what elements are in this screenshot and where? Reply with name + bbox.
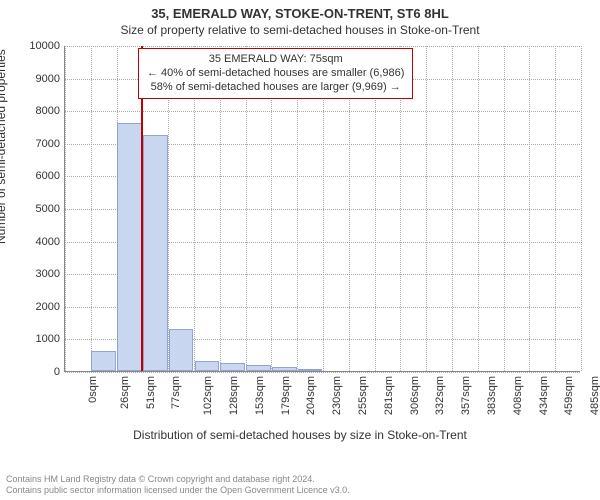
y-tick: 6000 (4, 170, 60, 182)
x-tick: 230sqm (331, 376, 343, 415)
gridline-v (581, 46, 582, 371)
gridline-v (504, 46, 505, 371)
gridline-v (426, 46, 427, 371)
reference-callout: 35 EMERALD WAY: 75sqm ← 40% of semi-deta… (138, 48, 413, 99)
chart-title: 35, EMERALD WAY, STOKE-ON-TRENT, ST6 8HL (0, 0, 600, 21)
chart-subtitle: Size of property relative to semi-detach… (0, 21, 600, 37)
histogram-bar (246, 365, 271, 371)
x-tick: 204sqm (306, 376, 318, 415)
histogram-bar (220, 363, 245, 371)
callout-line-1: 35 EMERALD WAY: 75sqm (147, 53, 404, 67)
footer-line-1: Contains HM Land Registry data © Crown c… (6, 474, 350, 485)
x-tick: 0sqm (87, 376, 99, 403)
y-tick: 9000 (4, 73, 60, 85)
histogram-bar (117, 123, 142, 371)
y-tick: 7000 (4, 138, 60, 150)
y-tick: 0 (4, 366, 60, 378)
x-tick: 306sqm (409, 376, 421, 415)
y-tick: 10000 (4, 40, 60, 52)
x-tick: 255sqm (357, 376, 369, 415)
histogram-bar (195, 361, 220, 371)
x-tick: 383sqm (486, 376, 498, 415)
gridline-v (452, 46, 453, 371)
x-tick: 357sqm (460, 376, 472, 415)
gridline-v (529, 46, 530, 371)
x-tick: 485sqm (589, 376, 600, 415)
y-tick: 2000 (4, 301, 60, 313)
y-tick: 3000 (4, 268, 60, 280)
histogram-bar (143, 135, 168, 371)
gridline-h (65, 372, 580, 373)
x-tick: 51sqm (145, 376, 157, 409)
histogram-bar (91, 351, 116, 371)
x-tick: 179sqm (280, 376, 292, 415)
x-tick: 459sqm (564, 376, 576, 415)
x-tick: 281sqm (383, 376, 395, 415)
gridline-v (555, 46, 556, 371)
footer-line-2: Contains public sector information licen… (6, 485, 350, 496)
histogram-bar (169, 329, 194, 371)
gridline-v (65, 46, 66, 371)
x-tick: 434sqm (538, 376, 550, 415)
gridline-v (478, 46, 479, 371)
x-tick: 102sqm (202, 376, 214, 415)
x-tick: 153sqm (254, 376, 266, 415)
histogram-bar (272, 367, 297, 371)
x-tick: 128sqm (228, 376, 240, 415)
y-tick: 4000 (4, 236, 60, 248)
callout-line-3: 58% of semi-detached houses are larger (… (147, 81, 404, 95)
x-tick: 26sqm (119, 376, 131, 409)
y-tick: 1000 (4, 333, 60, 345)
histogram-bar (298, 369, 323, 371)
y-tick: 5000 (4, 203, 60, 215)
gridline-v (91, 46, 92, 371)
x-tick: 332sqm (435, 376, 447, 415)
chart-container: 35, EMERALD WAY, STOKE-ON-TRENT, ST6 8HL… (0, 0, 600, 500)
x-tick: 408sqm (512, 376, 524, 415)
x-tick: 77sqm (170, 376, 182, 409)
callout-line-2: ← 40% of semi-detached houses are smalle… (147, 67, 404, 81)
x-axis-title: Distribution of semi-detached houses by … (0, 428, 600, 442)
plot-area: Number of semi-detached properties 01000… (0, 44, 600, 444)
y-tick: 8000 (4, 105, 60, 117)
attribution-footer: Contains HM Land Registry data © Crown c… (6, 474, 350, 497)
